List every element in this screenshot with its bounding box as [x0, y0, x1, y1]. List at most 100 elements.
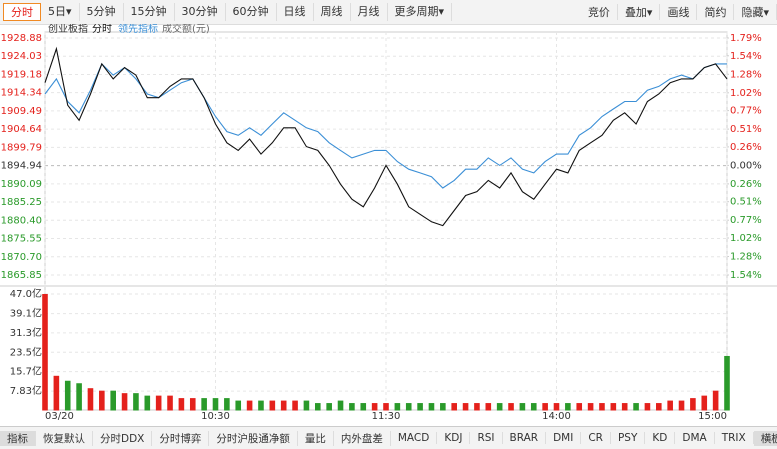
volume-bar: [633, 403, 639, 411]
volume-bar: [360, 403, 367, 411]
volume-tick-label: 31.3亿: [10, 326, 42, 339]
indicator-tab[interactable]: 分时博弈: [152, 430, 210, 446]
y-tick-label: 1919.18: [1, 69, 42, 80]
volume-bar: [405, 403, 412, 411]
volume-bar: [110, 390, 116, 411]
indicator-tab[interactable]: 分时DDX: [93, 430, 153, 446]
volume-tick-label: 23.5亿: [10, 345, 42, 358]
tool-button[interactable]: 叠加▾: [618, 4, 661, 20]
volume-bar: [621, 403, 628, 411]
volume-bar: [496, 403, 503, 411]
y2-tick-label: 0.51%: [730, 124, 762, 135]
volume-bar: [292, 400, 298, 411]
indicator-tab[interactable]: 指标: [0, 430, 36, 446]
x-tick-label: 10:30: [201, 411, 230, 422]
price-line: [44, 46, 728, 227]
indicator-tab[interactable]: BRAR: [503, 432, 547, 444]
indicator-tab[interactable]: RSI: [470, 432, 503, 444]
toolbar: 分时 5日▾ 5分钟 15分钟 30分钟 60分钟 日线 周线 月线 更多周期▾ 竞价 叠加▾ 画线 简约…: [0, 0, 777, 25]
indicator-tab[interactable]: 内外盘差: [334, 430, 391, 446]
volume-bar: [144, 395, 151, 411]
indicator-tab[interactable]: TRIX: [715, 432, 754, 444]
volume-bar: [64, 380, 71, 411]
y2-tick-label: 1.79%: [730, 33, 762, 44]
x-tick-label: 14:00: [542, 411, 571, 422]
y2-tick-label: 1.28%: [730, 69, 762, 80]
period-button[interactable]: 日线: [277, 3, 314, 21]
indicator-tab[interactable]: 横板: [753, 430, 777, 446]
volume-bar: [337, 400, 344, 411]
volume-bar: [712, 390, 719, 411]
volume-bar: [508, 403, 514, 411]
y-tick-label: 1880.40: [1, 215, 42, 226]
volume-bar: [189, 398, 196, 411]
volume-bar: [519, 403, 526, 411]
y-tick-label: 1865.85: [1, 270, 42, 281]
volume-bar: [303, 400, 310, 411]
volume-bar: [610, 403, 617, 411]
indicator-tab[interactable]: PSY: [611, 432, 646, 444]
indicator-tab[interactable]: 分时沪股通净额: [209, 430, 298, 446]
volume-bar: [565, 403, 571, 411]
chart: 创业板指 分时 领先指标 成交额(元) 1928.88 1924.03 1919.18 191…: [0, 24, 777, 422]
volume-bar: [530, 403, 537, 411]
volume-bar: [383, 403, 389, 411]
indicator-tab[interactable]: CR: [581, 432, 611, 444]
x-tick-label: 03/20: [45, 411, 74, 422]
volume-bar: [315, 403, 321, 411]
indicator-tab[interactable]: KDJ: [437, 432, 471, 444]
indicator-tab[interactable]: KD: [645, 432, 676, 444]
indicator-tab[interactable]: 恢复默认: [36, 430, 93, 446]
tool-button[interactable]: 简约: [697, 4, 735, 20]
indicator-tab[interactable]: 量比: [298, 430, 334, 446]
period-button[interactable]: 30分钟: [175, 3, 226, 21]
y-tick-label: 1909.49: [1, 106, 42, 117]
volume-bar: [701, 395, 708, 411]
tool-button[interactable]: 竞价: [581, 4, 618, 20]
legend-entry: 分时: [92, 24, 112, 35]
indicator-tab[interactable]: MACD: [391, 432, 438, 444]
y-tick-label: 1914.34: [1, 88, 42, 99]
volume-bar: [224, 398, 230, 411]
y-tick-label: 1875.55: [1, 234, 42, 245]
period-button[interactable]: 5分钟: [80, 3, 124, 21]
indicator-tab[interactable]: DMA: [675, 432, 715, 444]
volume-bar: [53, 375, 60, 411]
volume-bar: [542, 403, 548, 411]
tool-button[interactable]: 隐藏▾: [734, 4, 777, 20]
y2-tick-label: 1.02%: [730, 88, 762, 99]
volume-tick-label: 7.83亿: [10, 384, 42, 397]
indicator-tab[interactable]: DMI: [546, 432, 582, 444]
volume-bar: [644, 403, 651, 411]
volume-bar: [678, 400, 685, 411]
tool-button[interactable]: 画线: [660, 4, 698, 20]
y2-tick-label: 1.54%: [730, 51, 762, 62]
volume-bar: [553, 403, 560, 411]
x-tick-label: 15:00: [698, 411, 727, 422]
y-tick-label: 1899.79: [1, 142, 42, 153]
period-button[interactable]: 60分钟: [226, 3, 277, 21]
volume-bar: [42, 294, 48, 411]
volume-bar: [576, 403, 583, 411]
volume-bar: [155, 395, 162, 411]
period-button[interactable]: 5日▾: [41, 3, 80, 21]
y2-tick-label: 1.28%: [730, 251, 762, 262]
period-button[interactable]: 周线: [314, 3, 351, 21]
period-button[interactable]: 15分钟: [124, 3, 175, 21]
y2-tick-label: 1.02%: [730, 233, 762, 244]
volume-bar: [462, 403, 469, 411]
volume-bar: [417, 403, 423, 411]
volume-legend: 成交额(元): [162, 24, 210, 35]
period-button[interactable]: 更多周期▾: [388, 3, 453, 21]
period-button[interactable]: 分时: [3, 3, 41, 21]
legend-entry: 领先指标: [118, 24, 158, 35]
volume-bar: [485, 403, 492, 411]
indicator-tabs: 指标 恢复默认 分时DDX 分时博弈 分时沪股通净额 量比 内外盘差 MACD KDJ RSI BR…: [0, 426, 777, 449]
y-tick-label: 1924.03: [1, 51, 42, 62]
volume-bar: [99, 390, 105, 411]
volume-bar: [235, 400, 242, 411]
volume-tick-label: 15.7亿: [10, 365, 42, 378]
volume-bar: [326, 403, 332, 411]
period-button[interactable]: 月线: [351, 3, 388, 21]
